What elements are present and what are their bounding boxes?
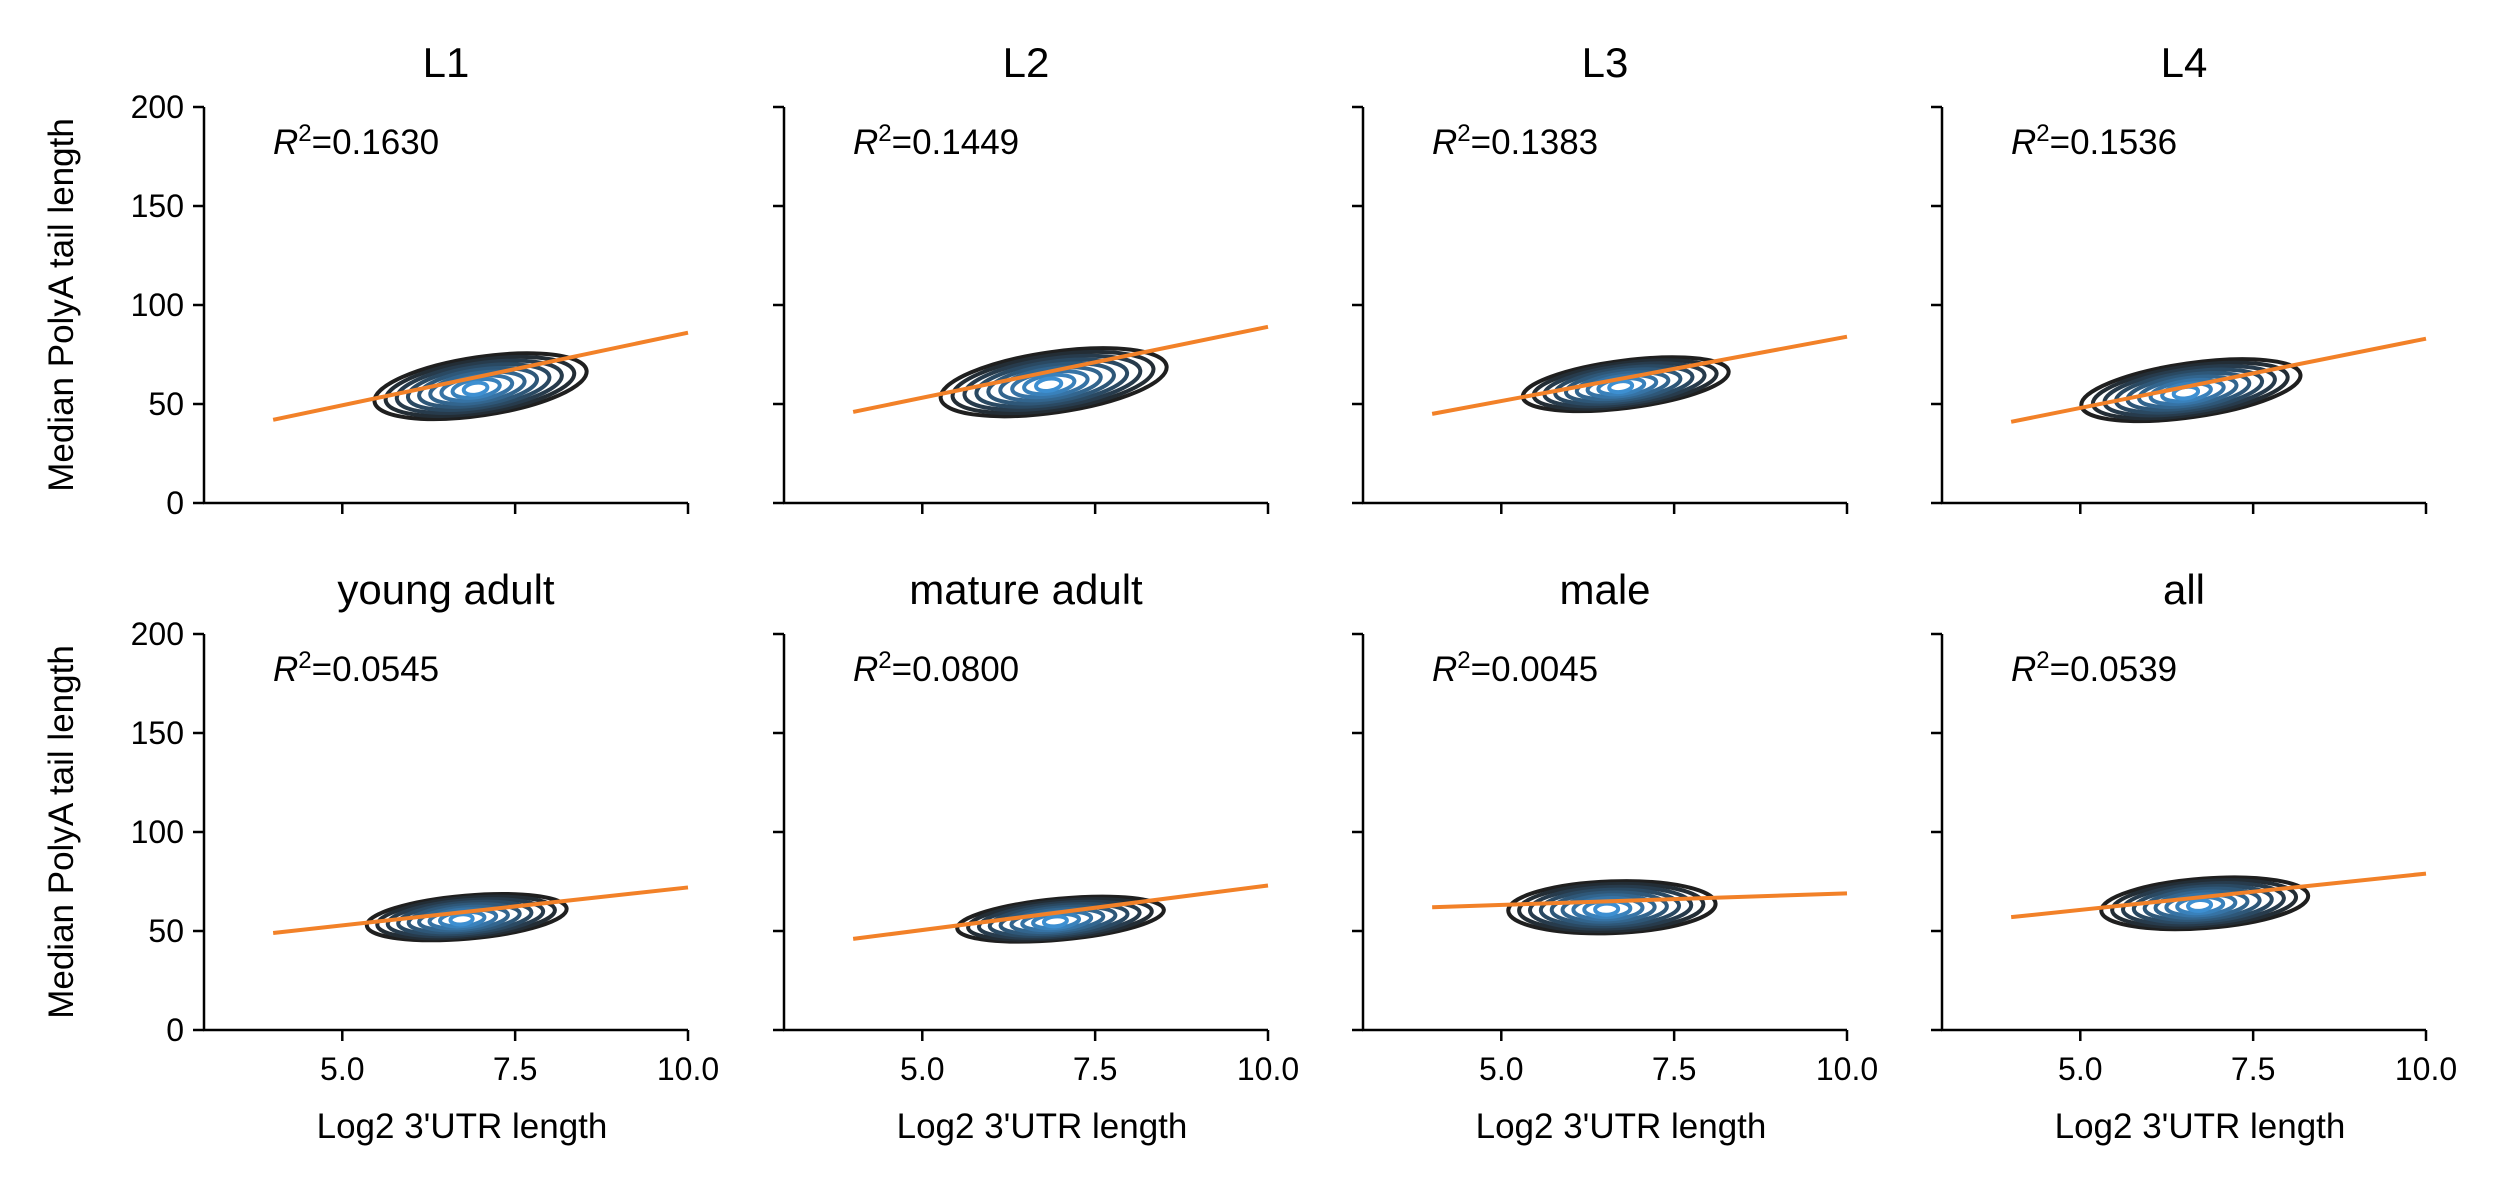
- panel-title-l1: L1: [423, 39, 470, 86]
- regression-line-l4: [2010, 336, 2427, 424]
- y-tick-label: 100: [131, 814, 184, 850]
- density-contour-l3: [1553, 364, 1695, 406]
- r2-annotation-mature-adult: R2=0.0800: [853, 647, 1019, 689]
- density-contour-l1: [405, 362, 552, 412]
- density-contour-l1: [372, 351, 589, 422]
- y-tick-label: 0: [166, 485, 184, 521]
- regression-line-l1: [272, 330, 689, 422]
- density-contour-male: [1593, 901, 1621, 917]
- density-contour-l2: [974, 357, 1130, 409]
- x-tick-label: 10.0: [1237, 1051, 1299, 1087]
- panel-title-male: male: [1559, 566, 1650, 613]
- x-axis-title: Log2 3'UTR length: [897, 1107, 1188, 1146]
- panel-title-mature-adult: mature adult: [909, 566, 1143, 613]
- regression-line-l3: [1431, 334, 1848, 416]
- density-contour-male: [1517, 881, 1706, 934]
- density-contour-all: [2142, 886, 2262, 923]
- density-contour-l3: [1564, 367, 1683, 404]
- density-contour-all: [2099, 875, 2311, 932]
- regression-line-l2: [852, 324, 1269, 414]
- x-tick-label: 7.5: [493, 1051, 537, 1087]
- r2-annotation-all: R2=0.0539: [2011, 647, 2177, 689]
- x-axis-title: Log2 3'UTR length: [1476, 1107, 1767, 1146]
- x-axis-title: Log2 3'UTR length: [317, 1107, 608, 1146]
- density-contour-l3: [1607, 379, 1635, 395]
- density-contour-l1: [383, 355, 577, 418]
- density-contour-all: [2186, 897, 2214, 913]
- x-tick-label: 10.0: [2395, 1051, 2457, 1087]
- r2-annotation-l1: R2=0.1630: [273, 120, 439, 162]
- density-contour-all: [2110, 878, 2299, 929]
- x-tick-label: 10.0: [1816, 1051, 1878, 1087]
- density-contour-l3: [1531, 358, 1719, 411]
- density-contour-male: [1560, 893, 1657, 924]
- density-contour-mature-adult: [1041, 914, 1069, 929]
- regression-line-mature-adult: [852, 883, 1269, 941]
- density-contour-male: [1571, 896, 1645, 922]
- r2-annotation-male: R2=0.0045: [1432, 647, 1598, 689]
- x-tick-label: 10.0: [657, 1051, 719, 1087]
- density-contour-l2: [1034, 376, 1064, 393]
- density-contour-l4: [2160, 381, 2213, 404]
- density-contour-male: [1538, 887, 1682, 929]
- r2-annotation-young-adult: R2=0.0545: [273, 647, 439, 689]
- density-contour-all: [2131, 883, 2274, 925]
- x-axis-title: Log2 3'UTR length: [2055, 1107, 2346, 1146]
- y-tick-label: 50: [148, 913, 184, 949]
- regression-line-young-adult: [272, 885, 689, 935]
- x-tick-label: 7.5: [1652, 1051, 1696, 1087]
- density-contour-l2: [986, 361, 1116, 406]
- y-tick-label: 150: [131, 715, 184, 751]
- y-tick-label: 0: [166, 1012, 184, 1048]
- density-contour-l2: [938, 346, 1169, 419]
- panel-title-all: all: [2163, 566, 2205, 613]
- density-contour-l3: [1574, 370, 1671, 402]
- density-contour-l2: [1022, 372, 1077, 397]
- regression-line-all: [2010, 871, 2427, 920]
- y-axis-title: Median PolyA tail length: [42, 645, 81, 1019]
- density-contour-l4: [2137, 374, 2239, 409]
- regression-line-male: [1432, 891, 1848, 910]
- density-contour-all: [2120, 881, 2286, 927]
- density-contour-l2: [962, 353, 1143, 412]
- y-tick-label: 100: [131, 287, 184, 323]
- density-contour-l1: [417, 366, 540, 409]
- panel-title-l3: L3: [1582, 39, 1629, 86]
- density-contour-l3: [1542, 361, 1707, 409]
- density-contour-all: [2153, 889, 2250, 920]
- y-tick-label: 200: [131, 616, 184, 652]
- x-tick-label: 5.0: [2058, 1051, 2102, 1087]
- x-tick-label: 5.0: [320, 1051, 364, 1087]
- y-axis-title: Median PolyA tail length: [42, 118, 81, 492]
- x-tick-label: 5.0: [1479, 1051, 1523, 1087]
- y-tick-label: 150: [131, 188, 184, 224]
- density-contour-male: [1506, 879, 1718, 936]
- density-contour-l4: [2148, 377, 2226, 407]
- panel-title-l2: L2: [1003, 39, 1050, 86]
- r2-annotation-l3: R2=0.1383: [1432, 120, 1598, 162]
- panel-title-young-adult: young adult: [337, 566, 555, 613]
- density-contour-l1: [450, 377, 502, 400]
- panel-title-l4: L4: [2161, 39, 2208, 86]
- x-tick-label: 7.5: [1073, 1051, 1117, 1087]
- density-contour-male: [1527, 884, 1694, 931]
- density-contour-l3: [1585, 373, 1659, 399]
- y-tick-label: 50: [148, 386, 184, 422]
- density-contour-male: [1549, 890, 1669, 927]
- density-contour-l1: [394, 358, 564, 415]
- density-contour-l2: [950, 350, 1156, 416]
- r2-annotation-l2: R2=0.1449: [853, 120, 1019, 162]
- density-contour-l1: [428, 369, 527, 406]
- density-contour-all: [2164, 892, 2238, 918]
- density-contour-l1: [461, 380, 490, 397]
- r2-annotation-l4: R2=0.1536: [2011, 120, 2177, 162]
- x-tick-label: 7.5: [2231, 1051, 2275, 1087]
- x-tick-label: 5.0: [900, 1051, 944, 1087]
- density-contour-l2: [998, 365, 1103, 403]
- y-tick-label: 200: [131, 89, 184, 125]
